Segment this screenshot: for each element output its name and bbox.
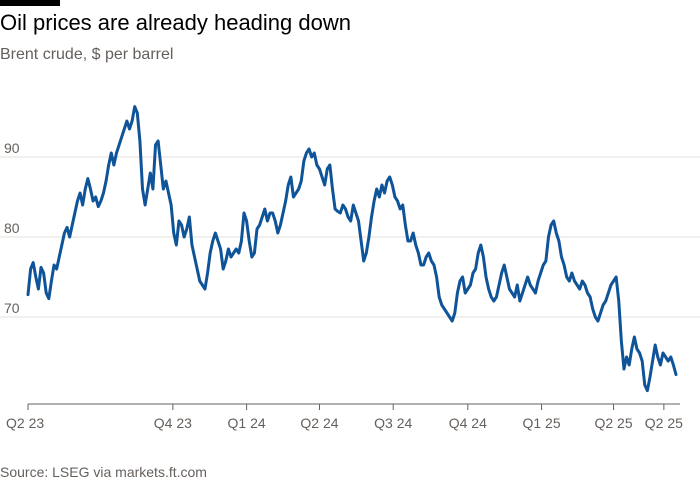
x-tick-label: Q2 25 <box>594 415 632 431</box>
series-layer <box>26 105 678 393</box>
x-axis: Q2 23 Q4 23 Q1 24 Q2 24 Q3 24 Q4 24 Q1 25 Q2 25… <box>6 403 683 431</box>
x-tick-label: Q4 24 <box>449 415 487 431</box>
ft-accent-bar <box>0 0 60 6</box>
y-tick-label: 80 <box>4 220 20 236</box>
x-tick-label: Q3 24 <box>374 415 412 431</box>
series-line-brent <box>26 105 678 393</box>
x-tick-label: Q2 23 <box>6 415 44 431</box>
y-tick-labels: 70 80 90 <box>4 140 20 316</box>
x-tick-label: Q4 23 <box>154 415 192 431</box>
x-tick-label: Q1 24 <box>228 415 266 431</box>
x-tick-label: Q1 25 <box>522 415 560 431</box>
x-tick-label: Q2 25 <box>645 415 683 431</box>
y-tick-label: 70 <box>4 300 20 316</box>
chart-title: Oil prices are already heading down <box>0 10 351 35</box>
chart-subtitle: Brent crude, $ per barrel <box>0 46 174 63</box>
source-note: Source: LSEG via markets.ft.com <box>0 464 207 480</box>
y-tick-label: 90 <box>4 140 20 156</box>
x-tick-label: Q2 24 <box>300 415 338 431</box>
